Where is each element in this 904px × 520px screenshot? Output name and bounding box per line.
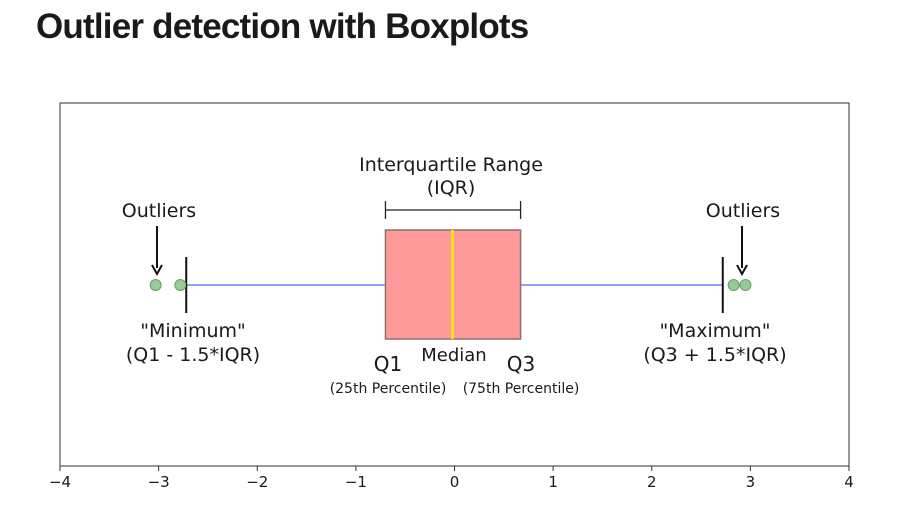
maximum-formula: (Q3 + 1.5*IQR): [643, 344, 786, 366]
q1-sub-label: (25th Percentile): [330, 381, 447, 397]
iqr-title: Interquartile Range: [359, 154, 543, 176]
boxplot-marks: [149, 229, 752, 340]
outlier-point: [739, 279, 752, 291]
q1-label: Q1: [374, 352, 402, 376]
x-tick-label: −3: [148, 473, 170, 491]
outliers-right-label: Outliers: [706, 200, 780, 222]
maximum-title: "Maximum": [659, 320, 770, 342]
arrow-head: [151, 264, 163, 277]
outliers-left-label: Outliers: [122, 200, 196, 222]
outlier-point: [174, 279, 187, 291]
iqr-abbr: (IQR): [427, 177, 476, 199]
outlier-point: [149, 279, 162, 291]
median-label: Median: [421, 345, 486, 366]
iqr-bracket: [384, 201, 522, 219]
x-tick-label: 4: [844, 473, 854, 491]
x-tick-label: 1: [548, 473, 558, 491]
x-tick-label: −1: [345, 473, 367, 491]
minimum-title: "Minimum": [140, 320, 246, 342]
minimum-formula: (Q1 - 1.5*IQR): [126, 344, 260, 366]
x-tick-label: −4: [49, 473, 71, 491]
x-tick-label: 3: [746, 473, 756, 491]
x-tick-label: 2: [647, 473, 657, 491]
q3-sub-label: (75th Percentile): [463, 381, 580, 397]
q3-label: Q3: [507, 352, 535, 376]
x-tick-label: −2: [246, 473, 268, 491]
outlier-arrow-right: [736, 226, 748, 277]
page-title: Outlier detection with Boxplots: [36, 7, 529, 46]
arrow-head: [736, 264, 748, 277]
outlier-point: [727, 279, 740, 291]
x-axis: −4 −3 −2 −1 0 1 2 3 4: [49, 466, 854, 491]
x-tick-label: 0: [450, 473, 460, 491]
outlier-arrows: [151, 226, 748, 277]
outlier-arrow-left: [151, 226, 163, 277]
